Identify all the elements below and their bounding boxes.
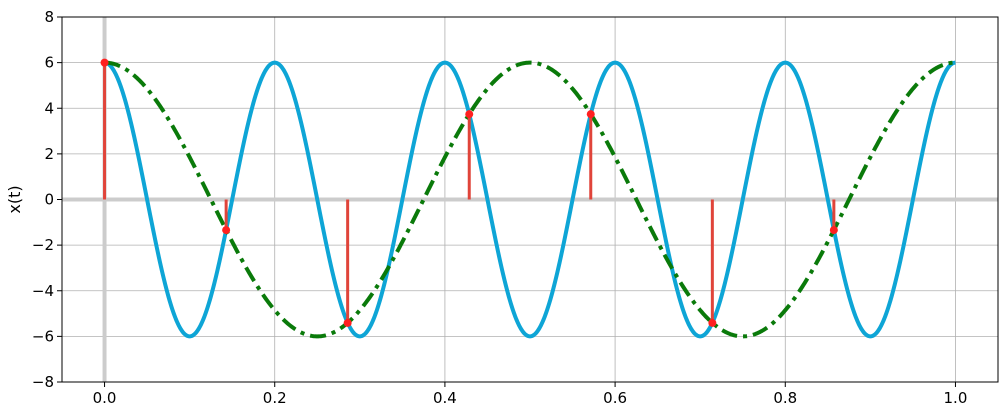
stem-marker [100, 58, 109, 67]
x-tick-label: 0.0 [93, 389, 117, 407]
stem-marker [586, 110, 595, 119]
stem-marker [708, 318, 717, 327]
y-tick-label: 8 [44, 8, 54, 26]
stem-marker [343, 318, 352, 327]
solid-series-line [103, 60, 957, 339]
series-layer [100, 58, 957, 339]
y-tick-label: −8 [32, 373, 54, 391]
y-tick-label: −2 [32, 236, 54, 254]
x-tick-label: 0.4 [433, 389, 457, 407]
y-axis-label: x(t) [5, 185, 24, 213]
y-tick-label: −6 [32, 327, 54, 345]
x-tick-label: 0.8 [773, 389, 797, 407]
y-tick-label: 6 [44, 54, 54, 72]
x-tick-label: 0.2 [263, 389, 287, 407]
stem-marker [222, 226, 231, 235]
y-tick-label: 0 [44, 191, 54, 209]
x-tick-label: 0.6 [603, 389, 627, 407]
y-tick-label: −4 [32, 282, 54, 300]
stem-marker [829, 226, 838, 235]
y-tick-label: 4 [44, 99, 54, 117]
zero-lines [62, 17, 998, 382]
y-tick-label: 2 [44, 145, 54, 163]
x-tick-label: 1.0 [944, 389, 968, 407]
dashdot-series-line [103, 60, 957, 339]
ticks: 0.0 0.2 0.4 0.6 0.8 1.0 −8 −6 −4 −2 0 2 4 6 8 [32, 8, 968, 407]
stem-marker [465, 110, 474, 119]
